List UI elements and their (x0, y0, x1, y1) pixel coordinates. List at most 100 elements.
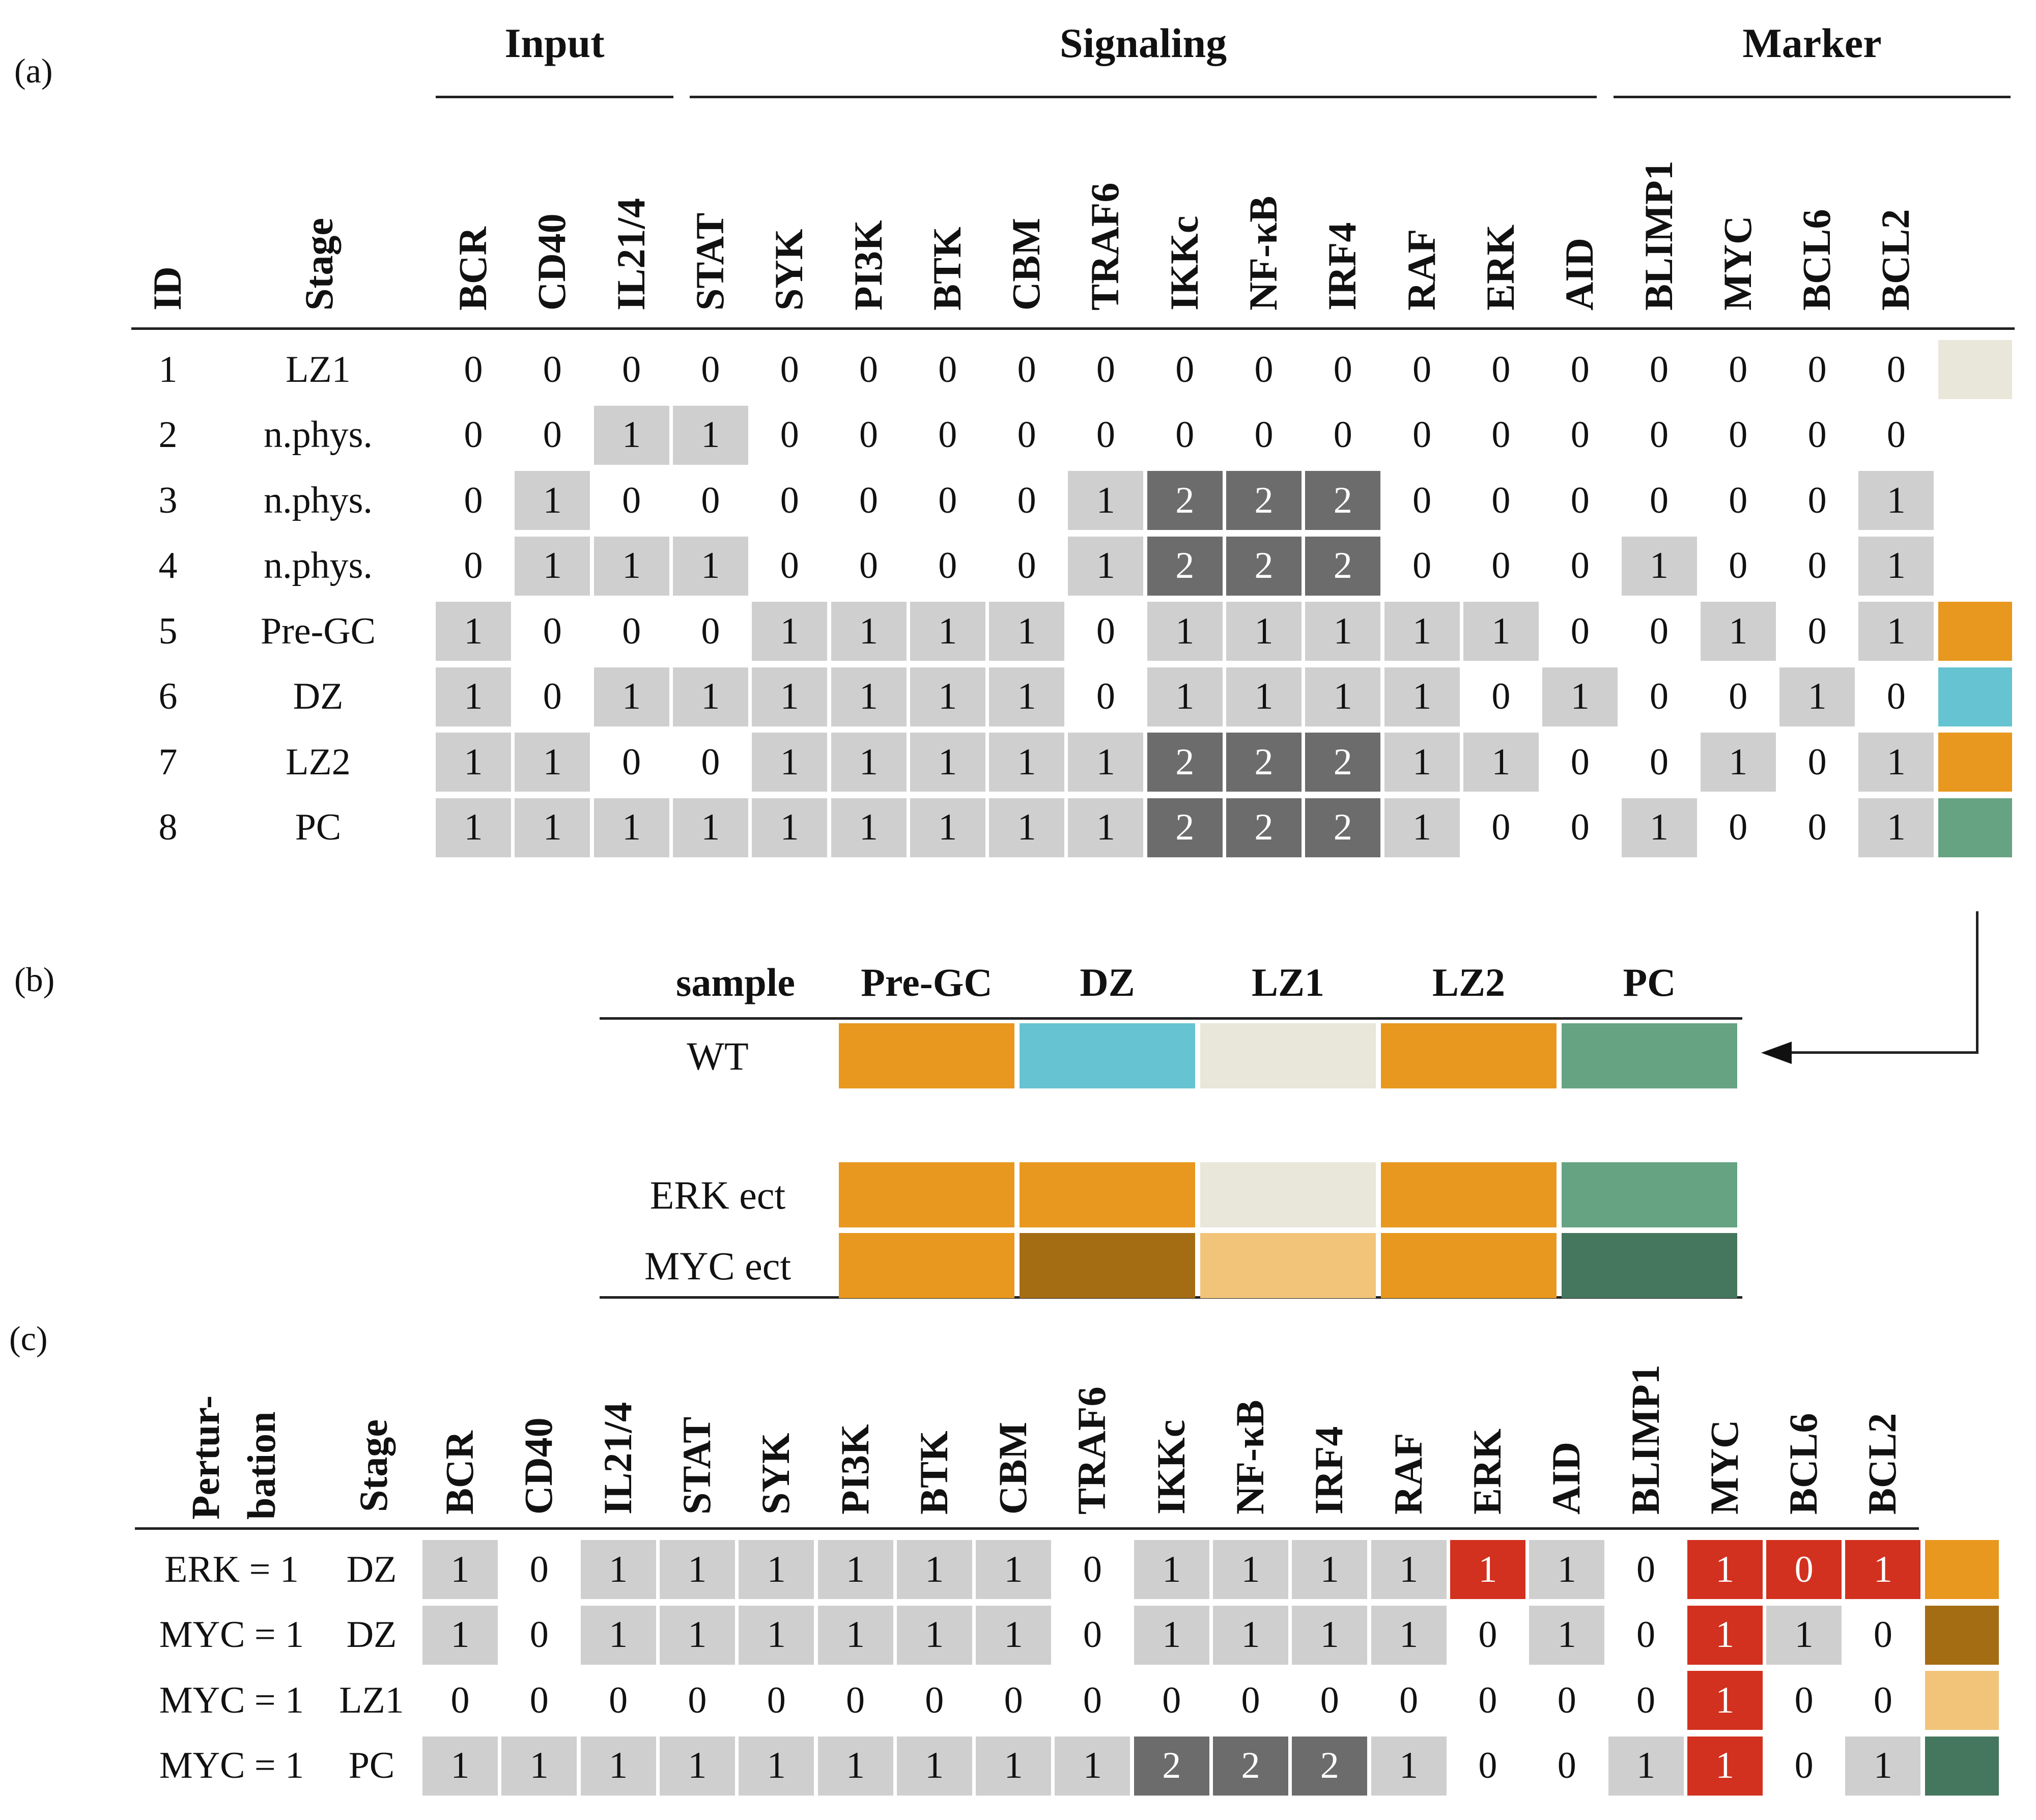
a-cell: 0 (543, 676, 562, 717)
c-header-nfb: NF-κB (1228, 1399, 1272, 1515)
a-cell: 1 (1700, 733, 1776, 792)
c-header-bcl6: BCL6 (1781, 1413, 1826, 1515)
a-cell: 1 (1068, 536, 1144, 596)
c-stage-swatch (1925, 1540, 1999, 1599)
c-cell: 0 (1794, 1745, 1814, 1786)
a-cell: 0 (1412, 414, 1432, 456)
c-cell: 1 (1845, 1540, 1921, 1599)
a-cell: 0 (622, 741, 641, 783)
b-state-swatch (839, 1023, 1014, 1088)
c-cell: 1 (1845, 1736, 1921, 1796)
a-cell: 1 (752, 602, 828, 661)
a-cell: 2 (1226, 536, 1302, 596)
a-cell: 0 (1570, 479, 1590, 521)
a-stage-swatch (1938, 602, 2012, 661)
c-row-perturbation: ERK = 1 (164, 1548, 299, 1590)
a-cell: 1 (672, 667, 748, 726)
a-header-bcl6: BCL6 (1794, 209, 1839, 311)
c-row-stage: LZ1 (339, 1679, 404, 1721)
b-state-swatch (839, 1162, 1014, 1227)
c-cell: 1 (1687, 1605, 1763, 1665)
a-header-nfb: NF-κB (1241, 195, 1285, 311)
c-cell: 0 (1083, 1548, 1102, 1590)
a-cell: 1 (910, 798, 985, 857)
b-header-pregc: Pre-GC (861, 960, 993, 1004)
a-cell: 0 (701, 348, 720, 390)
c-header-cbm: CBM (991, 1422, 1035, 1515)
a-row-stage: Pre-GC (260, 610, 376, 652)
c-cell: 0 (1083, 1614, 1102, 1656)
a-cell: 0 (780, 414, 799, 456)
a-cell: 1 (831, 667, 907, 726)
c-cell: 1 (580, 1605, 656, 1665)
a-cell: 1 (1068, 798, 1144, 857)
a-cell: 0 (1807, 348, 1827, 390)
c-cell: 0 (767, 1679, 786, 1721)
c-cell: 1 (1529, 1540, 1605, 1599)
a-cell: 0 (1412, 545, 1432, 586)
b-state-swatch (1200, 1233, 1376, 1298)
a-header-cbm: CBM (1004, 218, 1049, 311)
a-cell: 1 (672, 536, 748, 596)
a-cell: 2 (1305, 798, 1381, 857)
group-signaling-line (690, 96, 1597, 98)
b-state-swatch (1562, 1233, 1737, 1298)
c-cell: 1 (817, 1736, 893, 1796)
c-cell: 0 (1636, 1679, 1655, 1721)
a-cell: 1 (672, 798, 748, 857)
a-cell: 2 (1305, 471, 1381, 530)
a-cell: 0 (1491, 414, 1511, 456)
a-cell: 0 (1570, 741, 1590, 783)
c-cell: 0 (1478, 1745, 1497, 1786)
a-row-stage: DZ (293, 676, 344, 717)
c-header-stat: STAT (674, 1416, 719, 1515)
c-cell: 1 (1292, 1605, 1368, 1665)
a-header-stat: STAT (687, 212, 732, 311)
c-cell: 1 (1450, 1540, 1525, 1599)
c-header-blimp1: BLIMP1 (1623, 1364, 1667, 1515)
a-cell: 0 (1886, 676, 1906, 717)
c-header-pert-line2: bation (239, 1411, 284, 1520)
a-cell: 0 (1729, 806, 1748, 848)
a-cell: 1 (831, 733, 907, 792)
c-cell: 1 (422, 1605, 498, 1665)
c-row-perturbation: MYC = 1 (159, 1745, 304, 1786)
a-row-id: 1 (158, 348, 178, 390)
a-cell: 0 (1333, 414, 1352, 456)
a-cell: 1 (1858, 536, 1934, 596)
a-cell: 1 (1068, 733, 1144, 792)
a-cell: 0 (1650, 479, 1669, 521)
c-row-perturbation: MYC = 1 (159, 1614, 304, 1656)
c-cell: 1 (896, 1736, 972, 1796)
a-cell: 0 (464, 545, 483, 586)
a-header-id: ID (145, 266, 189, 311)
a-cell: 1 (515, 471, 590, 530)
c-cell: 1 (739, 1736, 814, 1796)
a-cell: 0 (464, 414, 483, 456)
a-header-btk: BTK (924, 227, 969, 311)
a-cell: 0 (859, 414, 878, 456)
arrow-vertical (1976, 911, 1978, 1054)
a-cell: 0 (1491, 806, 1511, 848)
c-cell: 0 (1766, 1540, 1842, 1599)
a-cell: 1 (1621, 536, 1697, 596)
c-cell: 1 (976, 1736, 1052, 1796)
c-header-pert-line1: Pertur- (183, 1395, 228, 1520)
c-cell: 1 (739, 1540, 814, 1599)
a-cell: 0 (1729, 414, 1748, 456)
a-stage-swatch (1938, 667, 2012, 726)
a-cell: 0 (780, 348, 799, 390)
c-cell: 1 (1055, 1736, 1130, 1796)
a-cell: 0 (1491, 348, 1511, 390)
c-cell: 1 (817, 1540, 893, 1599)
a-cell: 0 (1254, 348, 1274, 390)
a-cell: 1 (1858, 733, 1934, 792)
c-cell: 0 (1083, 1679, 1102, 1721)
c-cell: 1 (1687, 1736, 1763, 1796)
a-row-id: 6 (158, 676, 178, 717)
c-cell: 1 (1213, 1540, 1288, 1599)
a-cell: 0 (1570, 348, 1590, 390)
c-cell: 1 (1292, 1540, 1368, 1599)
c-header-btk: BTK (911, 1431, 956, 1515)
a-cell: 1 (672, 405, 748, 465)
